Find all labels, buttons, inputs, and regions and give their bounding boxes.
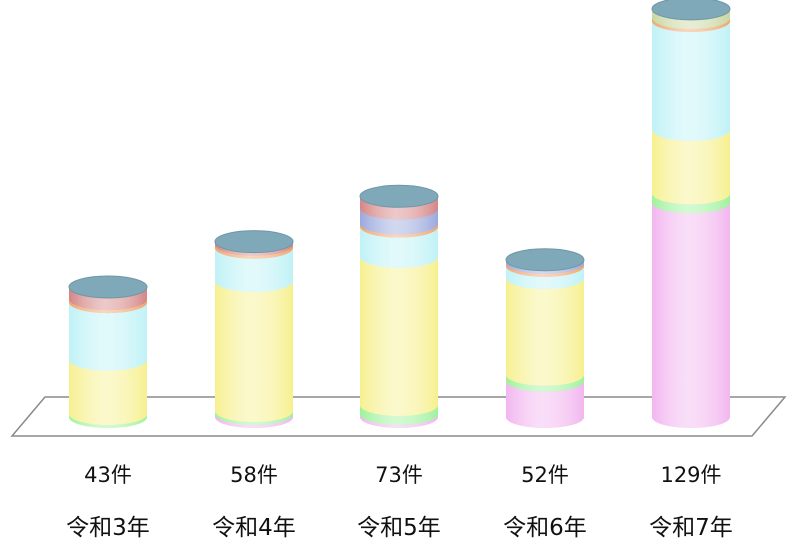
bar-top-cap <box>505 248 585 272</box>
bar-segment-shading <box>360 226 438 268</box>
bar-top-cap <box>214 230 294 254</box>
bar-segment-shading <box>360 256 438 416</box>
bar-segment-shading <box>69 413 147 428</box>
bar-segment-shading <box>215 244 293 259</box>
bar-segment-shading <box>69 359 147 425</box>
category-label: 令和4年 <box>212 515 296 541</box>
total-count-label: 73件 <box>375 463 423 487</box>
bar-segment-shading <box>506 380 584 428</box>
bar-segment-shading <box>215 247 293 292</box>
bar-segment-shading <box>652 193 730 214</box>
category-label: 令和3年 <box>66 515 150 541</box>
bar-top-cap <box>651 0 731 21</box>
category-label: 令和6年 <box>503 515 587 541</box>
bar-1 <box>68 275 148 428</box>
bars-layer <box>68 0 731 428</box>
total-count-label: 129件 <box>660 463 721 487</box>
bar-segment-shading <box>69 287 147 311</box>
bar-segment-shading <box>506 262 584 277</box>
bar-segment-shading <box>652 202 730 428</box>
bar-segment-shading <box>360 413 438 428</box>
bar-2 <box>214 230 294 428</box>
bar-segment-shading <box>215 241 293 256</box>
total-count-label: 58件 <box>230 463 278 487</box>
bar-segment-shading <box>360 196 438 220</box>
bar-5 <box>651 0 731 428</box>
bar-segment-shading <box>215 413 293 428</box>
bar-3 <box>359 184 439 428</box>
bar-segment-shading <box>506 265 584 289</box>
bar-segment-shading <box>360 223 438 238</box>
bar-segment-shading <box>652 20 730 141</box>
bar-segment-shading <box>506 374 584 392</box>
bar-top-cap <box>359 184 439 208</box>
bar-segment-shading <box>215 280 293 422</box>
bar-segment-shading <box>360 208 438 235</box>
total-count-label: 52件 <box>521 463 569 487</box>
bar-segment-shading <box>506 259 584 274</box>
bar-4 <box>505 248 585 428</box>
bar-segment-shading <box>360 404 438 425</box>
category-label: 令和5年 <box>357 515 441 541</box>
bar-segment-shading <box>69 299 147 314</box>
bar-segment-shading <box>652 17 730 32</box>
bar-top-cap <box>68 275 148 299</box>
bar-segment-shading <box>69 302 147 371</box>
total-count-label: 43件 <box>84 463 132 487</box>
category-label: 令和7年 <box>649 515 733 541</box>
bar-segment-shading <box>652 129 730 205</box>
bar-segment-shading <box>652 8 730 29</box>
bar-segment-shading <box>215 410 293 425</box>
bar-segment-shading <box>506 277 584 386</box>
